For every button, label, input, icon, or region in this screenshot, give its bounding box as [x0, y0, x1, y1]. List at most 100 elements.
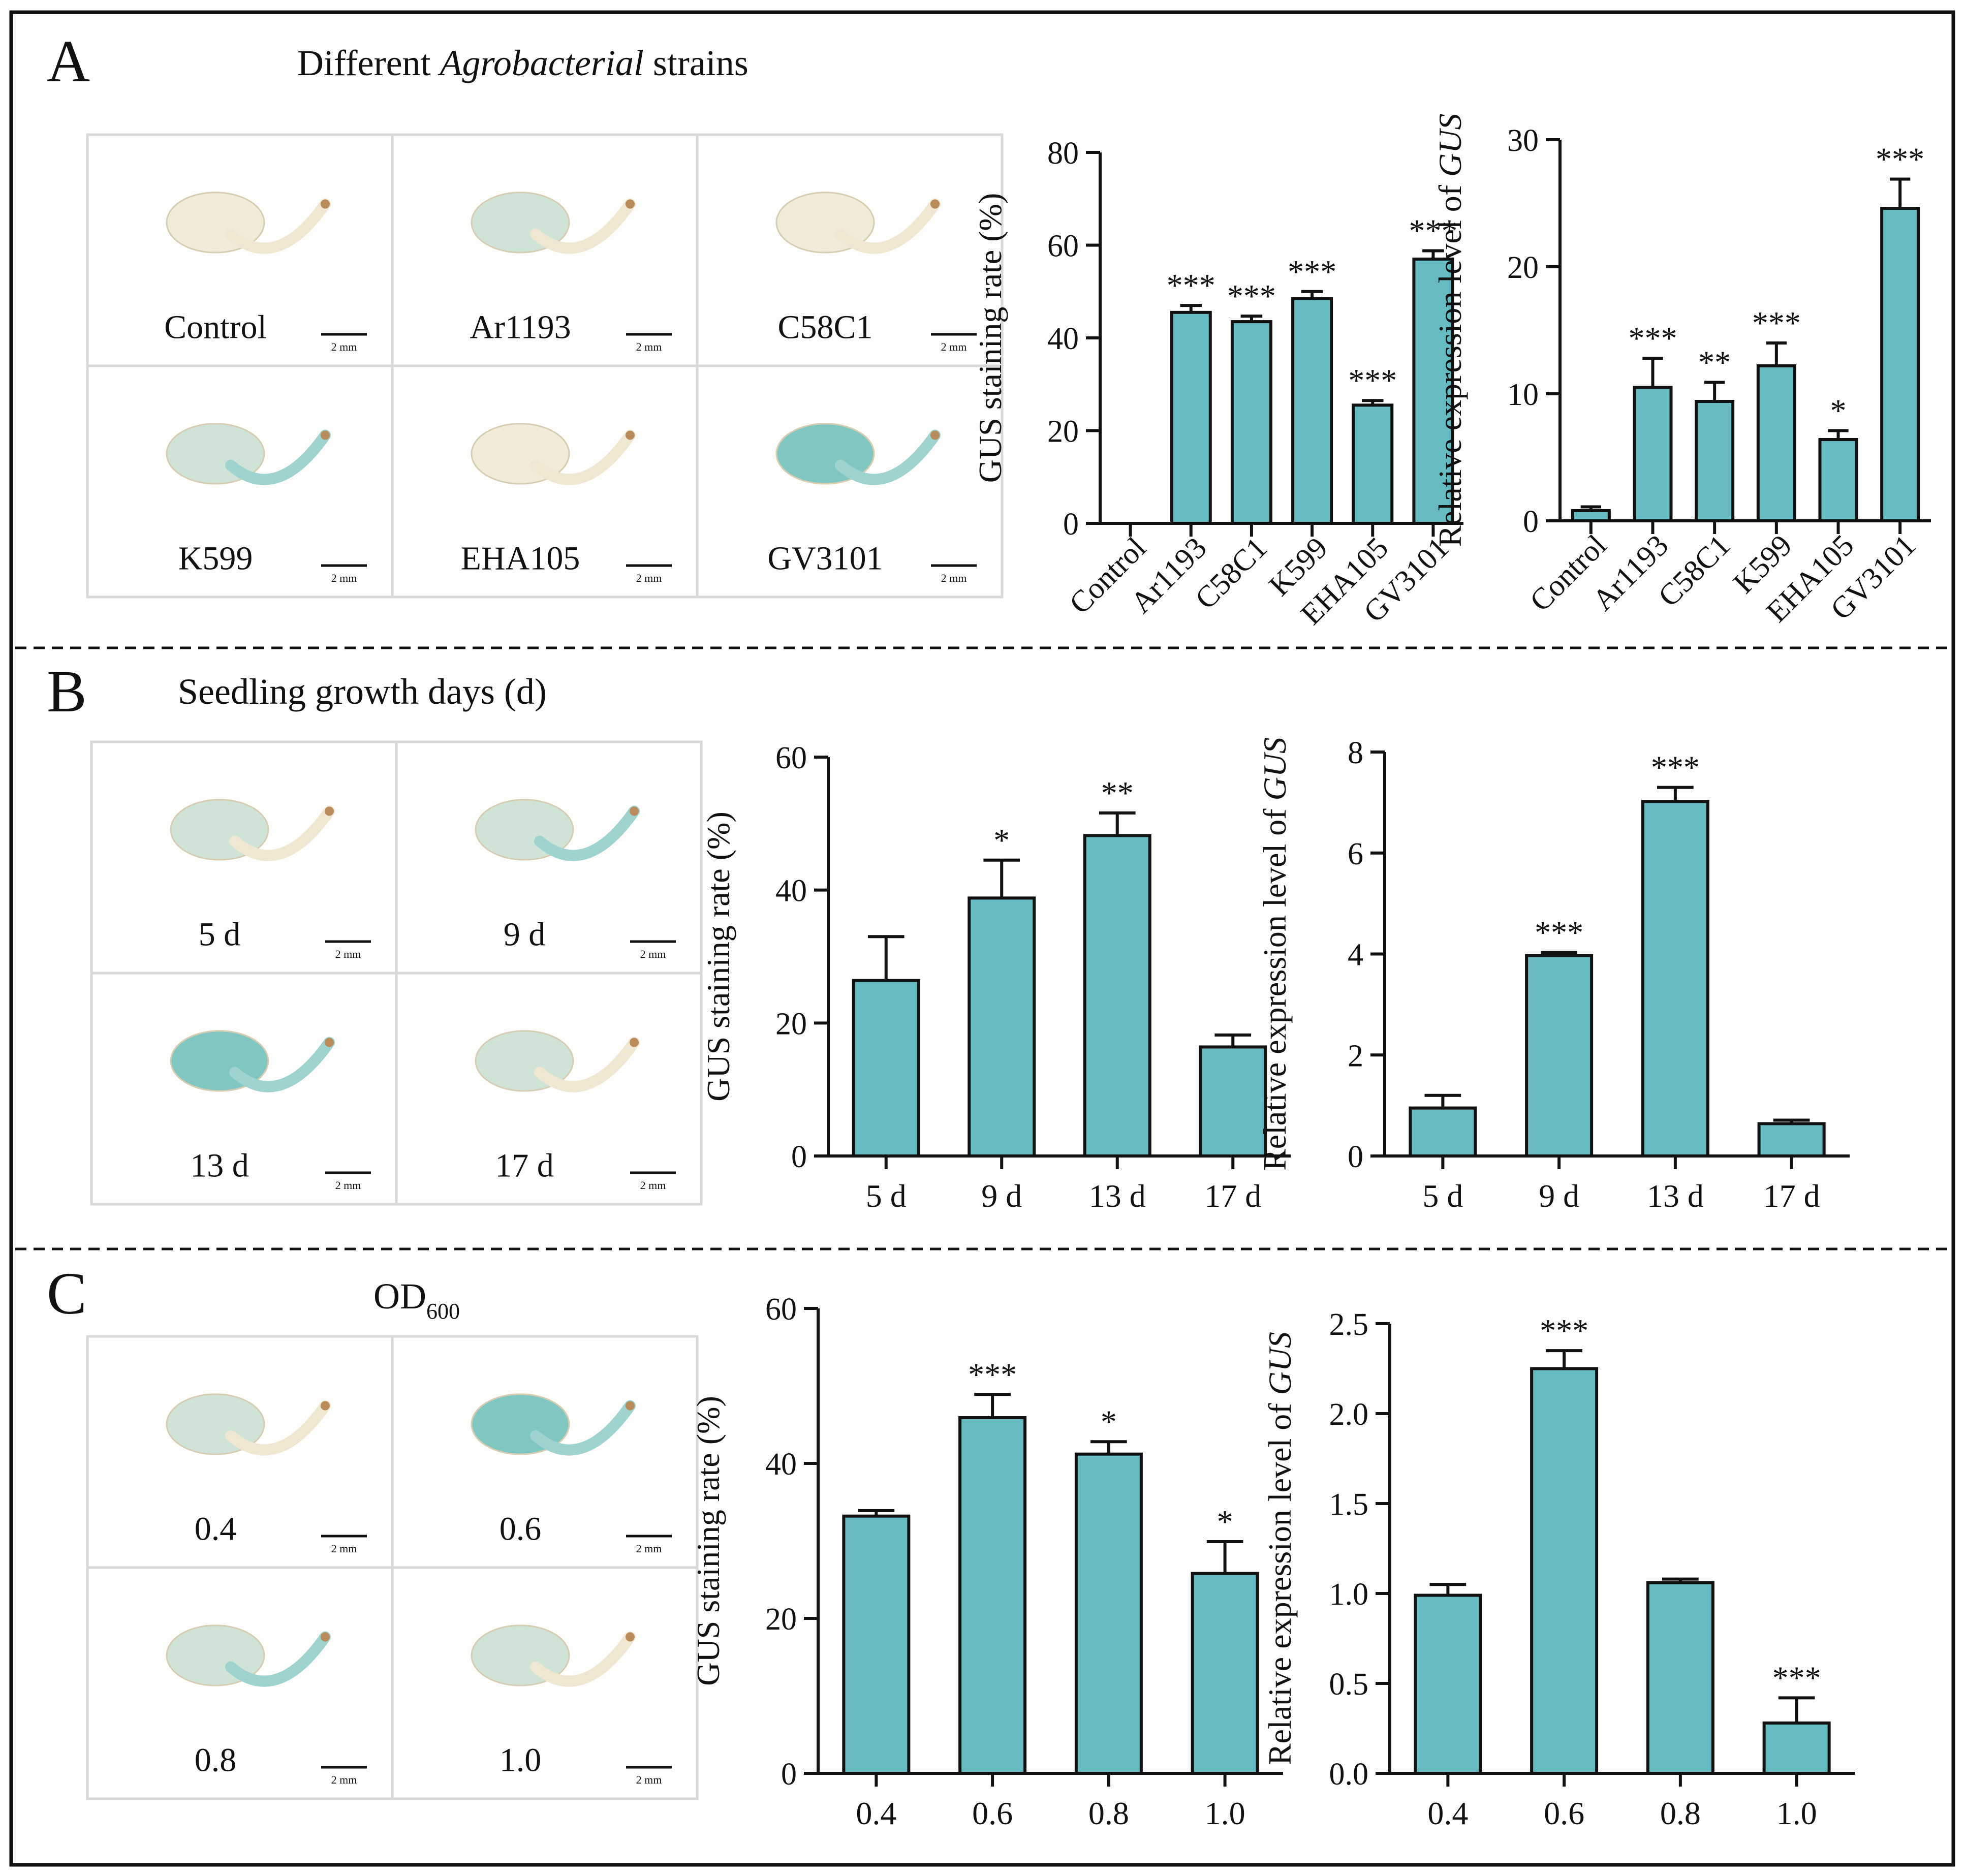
scale-bar-label: 2 mm [331, 1773, 357, 1786]
significance-label: *** [1752, 305, 1801, 341]
y-axis-label-italic: GUS [1257, 737, 1293, 800]
panel-c-title-main: OD [373, 1276, 426, 1317]
y-tick-label: 10 [1507, 378, 1539, 412]
significance-label: ** [1698, 345, 1731, 381]
seedling-root-tip [626, 1632, 635, 1642]
panel-b-title: Seedling growth days (d) [178, 671, 547, 712]
y-axis-label-italic: GUS [1432, 113, 1468, 176]
significance-label: *** [1227, 278, 1276, 314]
photo-label: 0.6 [500, 1510, 542, 1547]
significance-label: *** [1535, 915, 1583, 951]
bar-C1-0 [842, 1514, 911, 1775]
photo-frame [696, 133, 1004, 367]
bar-C2-0 [1414, 1593, 1482, 1775]
scale-bar-label: 2 mm [941, 572, 967, 584]
x-tick-label: 0.8 [1660, 1795, 1701, 1831]
seedling-stem [835, 198, 941, 254]
photo-A-3: K599 2 mm [86, 364, 394, 599]
bar-B1-3 [1199, 1045, 1267, 1158]
x-tick-label: 13 d [1647, 1178, 1704, 1214]
scale-bar-label: 2 mm [335, 1179, 361, 1192]
bar-B2-0 [1409, 1106, 1477, 1158]
seedling-root-tip [321, 199, 330, 209]
y-axis-label-text: Relative expression level of [1432, 177, 1468, 547]
photo-label: 0.4 [195, 1510, 237, 1547]
seedling-stem [534, 805, 640, 861]
photo-frame [391, 1335, 699, 1569]
y-tick-label: 0.5 [1329, 1667, 1369, 1702]
photo-label: Ar1193 [470, 308, 571, 346]
significance-label: *** [1167, 267, 1215, 303]
photo-frame [86, 364, 394, 599]
x-tick-label: 17 d [1763, 1178, 1820, 1214]
bar-A1-3 [1291, 297, 1333, 525]
y-tick-label: 2.0 [1329, 1397, 1369, 1432]
seedling-root-tip [626, 199, 635, 209]
bar-B2-3 [1757, 1122, 1826, 1158]
panel-a-title-prefix: Different [297, 43, 440, 83]
bar-A2-0 [1571, 509, 1611, 522]
y-tick-label: 60 [775, 741, 807, 775]
panel-a-title: Different Agrobacterial strains [297, 43, 748, 83]
bar-B1-0 [852, 979, 920, 1158]
seedling-root-tip [325, 806, 334, 816]
x-tick-label: 0.8 [1088, 1795, 1129, 1831]
significance-label: *** [1876, 141, 1924, 177]
y-tick-label: 0.0 [1329, 1757, 1369, 1792]
photo-frame [391, 133, 699, 367]
y-tick-label: 6 [1348, 837, 1363, 871]
photo-label: 0.8 [195, 1741, 237, 1778]
y-tick-label: 40 [775, 874, 807, 909]
bar-C2-2 [1646, 1581, 1714, 1775]
y-tick-label: 20 [765, 1602, 797, 1637]
seedling-root-tip [321, 430, 330, 440]
scale-bar-label: 2 mm [331, 1542, 357, 1555]
x-tick-label: 1.0 [1205, 1795, 1245, 1831]
chart-C2: 0.0 0.5 1.0 1.5 2.0 2.5 Relative expression le… [1262, 1307, 1855, 1831]
seedling-stem [225, 429, 331, 485]
significance-label: ** [1101, 775, 1134, 811]
y-axis-label: GUS staining rate (%) [972, 193, 1008, 483]
bar-A2-1 [1633, 386, 1673, 522]
bar-B2-1 [1525, 954, 1594, 1158]
y-axis-label-italic: GUS [1262, 1332, 1298, 1395]
photo-frame [391, 1566, 699, 1800]
y-tick-label: 2 [1348, 1039, 1363, 1073]
bar-C1-1 [958, 1416, 1027, 1775]
seedling-stem [229, 1037, 335, 1092]
chart-C1: 0 20 40 60 GUS staining rate (%) 0.4 *** 0.6 * 0.… [690, 1292, 1283, 1831]
seedling-stem [225, 1631, 331, 1687]
seedling-stem [530, 429, 636, 485]
bar-C2-1 [1530, 1367, 1599, 1775]
bar-C1-2 [1074, 1452, 1143, 1775]
y-axis-label: Relative expression level of GUS [1262, 1332, 1298, 1765]
bar-B1-1 [968, 896, 1036, 1158]
photo-frame [86, 1335, 394, 1569]
panel-letter-a: A [47, 28, 90, 95]
photo-frame [90, 972, 398, 1206]
scale-bar-label: 2 mm [636, 1773, 662, 1786]
significance-label: *** [1629, 320, 1677, 356]
y-tick-label: 0 [1523, 505, 1539, 539]
bar-C2-3 [1762, 1721, 1831, 1775]
y-axis-label-text: Relative expression level of [1262, 1395, 1298, 1765]
y-axis-label: Relative expression level of GUS [1432, 113, 1468, 547]
y-axis-label-text: GUS staining rate (%) [690, 1396, 726, 1686]
x-tick-label: 0.6 [972, 1795, 1013, 1831]
significance-label: * [1830, 393, 1847, 429]
x-tick-label: 9 d [981, 1178, 1022, 1214]
y-tick-label: 40 [1047, 322, 1079, 356]
panel-a-title-italic: Agrobacterial [438, 43, 644, 83]
photo-frame [391, 364, 699, 599]
y-tick-label: 0 [1348, 1140, 1363, 1174]
seedling-stem [835, 429, 941, 485]
significance-label: *** [1409, 212, 1457, 248]
x-tick-label: 9 d [1539, 1178, 1579, 1214]
seedling-stem [530, 198, 636, 254]
x-tick-label: 0.6 [1544, 1795, 1584, 1831]
panel-c-title-sub: 600 [426, 1299, 460, 1324]
photo-label: Control [164, 308, 267, 346]
photo-label: C58C1 [777, 308, 872, 346]
seedling-root-tip [321, 1632, 330, 1642]
photo-frame [90, 740, 398, 975]
